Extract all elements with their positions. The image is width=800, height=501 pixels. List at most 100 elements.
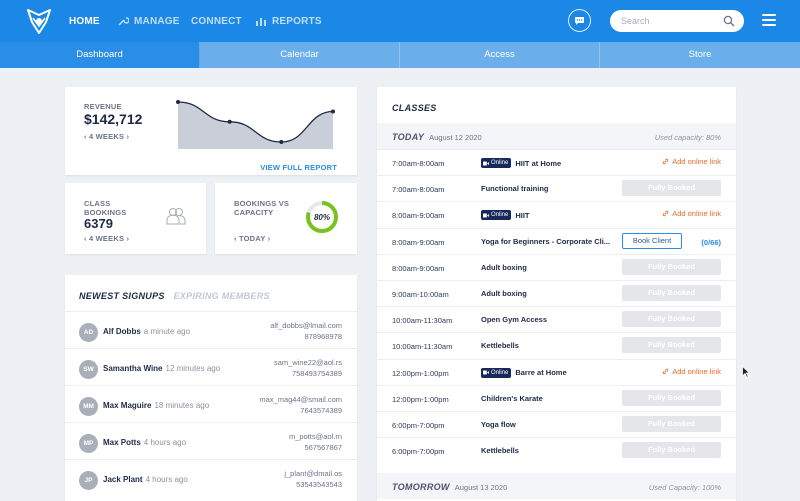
fully-booked-button: Fully Booked — [622, 180, 721, 197]
today-label: TODAY August 12 2020 — [392, 132, 482, 142]
signup-time-ago: 4 hours ago — [145, 475, 188, 484]
class-row: 6:00pm-7:00pm Kettlebells Fully Booked — [377, 437, 736, 463]
tomorrow-name: TOMORROW — [392, 482, 450, 492]
signup-row[interactable]: MM Max Maguire 18 minutes ago max_mag44@sma… — [65, 385, 357, 421]
main-tabs: Dashboard Calendar Access Store — [0, 42, 800, 68]
class-name[interactable]: Online HIIT — [481, 210, 530, 221]
tab-calendar[interactable]: Calendar — [200, 42, 400, 68]
chat-button[interactable] — [568, 9, 591, 32]
book-client-button[interactable]: Book Client — [622, 232, 682, 249]
view-full-report-link[interactable]: VIEW FULL REPORT — [260, 163, 337, 172]
class-row: 8:00am-9:00am Yoga for Beginners - Corpor… — [377, 227, 736, 254]
revenue-period-selector[interactable]: ‹ 4 WEEKS › — [84, 132, 129, 141]
class-name[interactable]: Yoga for Beginners - Corporate Cli... — [481, 237, 610, 246]
add-online-link-button[interactable]: Add online link — [622, 364, 721, 380]
class-name-text: Functional training — [481, 184, 549, 194]
class-name[interactable]: Online Barre at Home — [481, 367, 567, 378]
chevron-left-icon[interactable]: ‹ — [84, 132, 87, 141]
brand-logo-icon[interactable] — [24, 6, 54, 36]
nav-connect[interactable]: CONNECT — [191, 0, 242, 42]
search-icon[interactable] — [723, 15, 735, 27]
class-name[interactable]: Open Gym Access — [481, 315, 547, 324]
signup-name-text: Max Maguire — [103, 401, 152, 410]
signup-name-text: Alf Dobbs — [103, 327, 141, 336]
class-row: 6:00pm-7:00pm Yoga flow Fully Booked — [377, 411, 736, 437]
nav-manage[interactable]: MANAGE — [117, 0, 180, 42]
today-name: TODAY — [392, 132, 425, 142]
class-name[interactable]: Kettlebells — [481, 446, 519, 455]
online-badge-label: Online — [491, 212, 509, 219]
add-online-link-label: Add online link — [672, 366, 721, 376]
chevron-left-icon[interactable]: ‹ — [84, 234, 87, 243]
class-time: 12:00pm-1:00pm — [392, 368, 449, 378]
signup-row[interactable]: JP Jack Plant 4 hours ago j_plant@dmail.os 5… — [65, 459, 357, 495]
chevron-right-icon[interactable]: › — [126, 234, 130, 243]
class-name[interactable]: Yoga flow — [481, 420, 516, 429]
avatar: MP — [79, 434, 98, 453]
class-bookings-card: CLASS BOOKINGS 6379 ‹ 4 WEEKS › — [65, 183, 206, 254]
signup-time-ago: a minute ago — [143, 327, 191, 336]
tab-access[interactable]: Access — [400, 42, 600, 68]
class-time: 10:00am-11:30am — [392, 316, 453, 326]
nav-reports[interactable]: REPORTS — [255, 0, 322, 42]
avatar: MM — [79, 397, 98, 416]
class-name[interactable]: Kettlebells — [481, 341, 519, 350]
add-online-link-button[interactable]: Add online link — [622, 154, 721, 170]
class-name-text: Open Gym Access — [481, 315, 548, 325]
signup-name[interactable]: Alf Dobbs a minute ago — [103, 327, 190, 336]
tab-expiring-members[interactable]: EXPIRING MEMBERS — [173, 291, 270, 301]
bookings-period-selector[interactable]: ‹ 4 WEEKS › — [84, 234, 129, 243]
signups-tabs: NEWEST SIGNUPS EXPIRING MEMBERS — [79, 291, 270, 301]
chevron-right-icon[interactable]: › — [267, 234, 271, 243]
chevron-left-icon[interactable]: ‹ — [234, 234, 237, 243]
signup-email[interactable]: sam_wine22@aol.rs — [273, 358, 342, 367]
signup-email[interactable]: j_plant@dmail.os — [284, 469, 342, 478]
class-time: 6:00pm-7:00pm — [392, 421, 445, 430]
class-row: 10:00am-11:30am Open Gym Access Fully Book… — [377, 306, 736, 332]
tab-dashboard[interactable]: Dashboard — [0, 42, 200, 68]
class-name-text: Yoga flow — [481, 420, 516, 429]
signup-row[interactable]: SW Samantha Wine 12 minutes ago sam_wine22@… — [65, 348, 357, 384]
signup-row[interactable]: AD Alf Dobbs a minute ago alf_dobbs@lmail.c… — [65, 311, 357, 347]
signup-name[interactable]: Jack Plant 4 hours ago — [103, 475, 188, 484]
mouse-cursor-icon — [742, 366, 750, 378]
signup-name-text: Jack Plant — [103, 475, 143, 484]
hamburger-menu-icon[interactable] — [762, 14, 776, 26]
revenue-trend-chart — [176, 100, 335, 149]
class-time: 7:00am-8:00am — [392, 185, 445, 195]
capacity-donut-chart: 80% — [306, 201, 338, 233]
class-name[interactable]: Adult boxing — [481, 289, 527, 298]
signup-name[interactable]: Samantha Wine 12 minutes ago — [103, 364, 220, 373]
tab-newest-signups[interactable]: NEWEST SIGNUPS — [79, 291, 165, 301]
tab-store[interactable]: Store — [688, 49, 712, 60]
class-name[interactable]: Online HIIT at Home — [481, 158, 561, 168]
class-row: 8:00am-9:00am Online HIIT Add online link — [377, 201, 736, 227]
online-badge-label: Online — [491, 160, 509, 166]
chevron-right-icon[interactable]: › — [126, 132, 130, 141]
class-name[interactable]: Adult boxing — [481, 263, 527, 272]
class-row: 7:00am-8:00am Online HIIT at Home Add onlin… — [377, 149, 736, 175]
add-online-link-label: Add online link — [672, 157, 721, 166]
signup-row[interactable]: MP Max Potts 4 hours ago m_potts@aol.rn 5675… — [65, 422, 357, 458]
signup-email[interactable]: m_potts@aol.rn — [288, 432, 342, 441]
top-bar: HOME MANAGE CONNECT REPORTS — [0, 0, 800, 42]
revenue-label: REVENUE — [84, 102, 122, 111]
signup-email[interactable]: alf_dobbs@lmail.com — [270, 321, 342, 330]
users-icon — [166, 208, 186, 225]
class-name[interactable]: Children's Karate — [481, 394, 543, 403]
tomorrow-label: TOMORROW August 13 2020 — [392, 482, 507, 492]
class-name-text: Kettlebells — [481, 446, 519, 456]
class-name-text: Barre at Home — [515, 368, 567, 378]
signup-name-text: Max Potts — [103, 438, 141, 447]
signup-email[interactable]: max_mag44@smail.com — [259, 395, 342, 404]
capacity-period-selector[interactable]: ‹ TODAY › — [234, 234, 270, 243]
online-badge: Online — [481, 158, 512, 168]
signup-name[interactable]: Max Potts 4 hours ago — [103, 438, 186, 447]
add-online-link-button[interactable]: Add online link — [622, 206, 721, 222]
class-name-text: Adult boxing — [481, 289, 527, 298]
search-input[interactable] — [610, 10, 744, 32]
class-name[interactable]: Functional training — [481, 184, 549, 193]
nav-home[interactable]: HOME — [69, 0, 100, 42]
signup-name[interactable]: Max Maguire 18 minutes ago — [103, 401, 209, 410]
signup-time-ago: 4 hours ago — [143, 438, 187, 447]
